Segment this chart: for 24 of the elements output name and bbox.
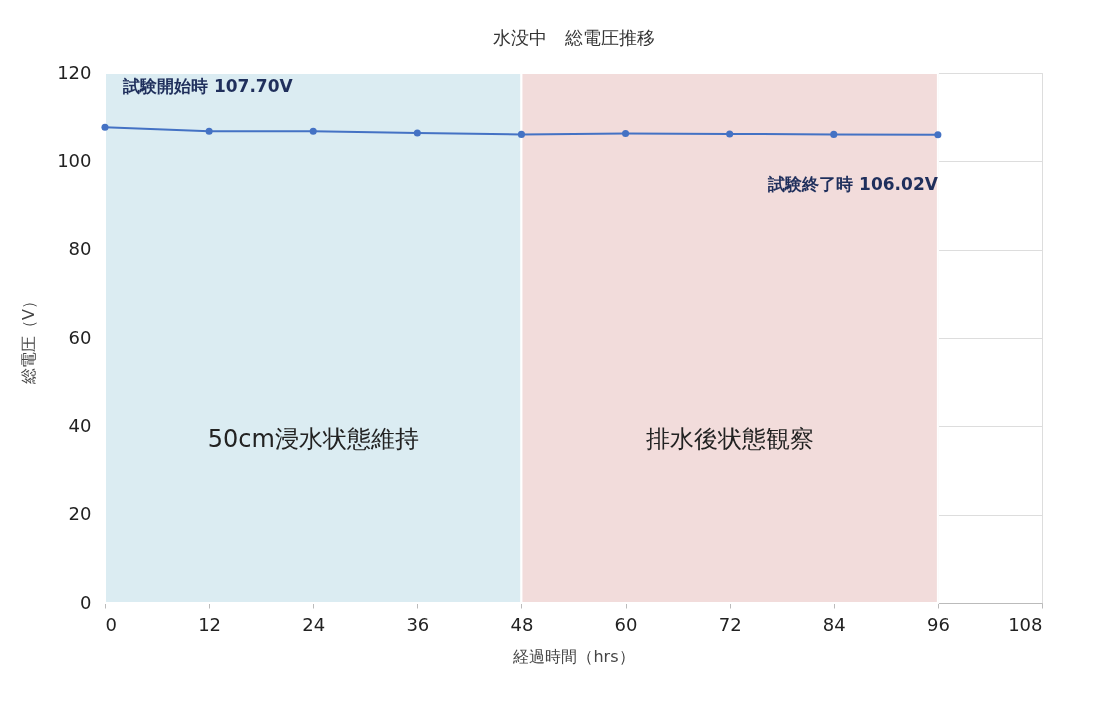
x-tick-label: 72 (718, 613, 742, 635)
y-tick-label: 80 (68, 238, 92, 260)
x-tick-label: 96 (926, 613, 950, 635)
x-tick-label: 108 (1008, 613, 1043, 635)
chart-title: 水没中 総電圧推移 (492, 27, 655, 48)
annotation: 試験終了時 106.02V (767, 173, 939, 194)
y-tick-label: 0 (80, 591, 92, 613)
y-tick-label: 20 (68, 503, 92, 525)
x-tick-label: 36 (406, 613, 430, 635)
y-tick-label: 100 (57, 149, 92, 171)
band-label: 排水後状態観察 (645, 424, 814, 453)
band-label: 50cm浸水状態維持 (207, 424, 419, 453)
y-tick-label: 120 (57, 61, 92, 83)
x-tick-label: 0 (105, 613, 117, 635)
y-axis-title: 総電圧（V） (19, 293, 39, 385)
annotation: 試験開始時 107.70V (122, 76, 294, 97)
x-tick-label: 48 (510, 613, 534, 635)
x-tick-label: 24 (302, 613, 326, 635)
x-tick-label: 12 (198, 613, 222, 635)
x-tick-label: 84 (822, 613, 846, 635)
y-tick-label: 60 (68, 326, 92, 348)
y-tick-label: 40 (68, 414, 92, 436)
x-tick-label: 60 (614, 613, 638, 635)
x-axis-title: 経過時間（hrs） (512, 646, 635, 666)
